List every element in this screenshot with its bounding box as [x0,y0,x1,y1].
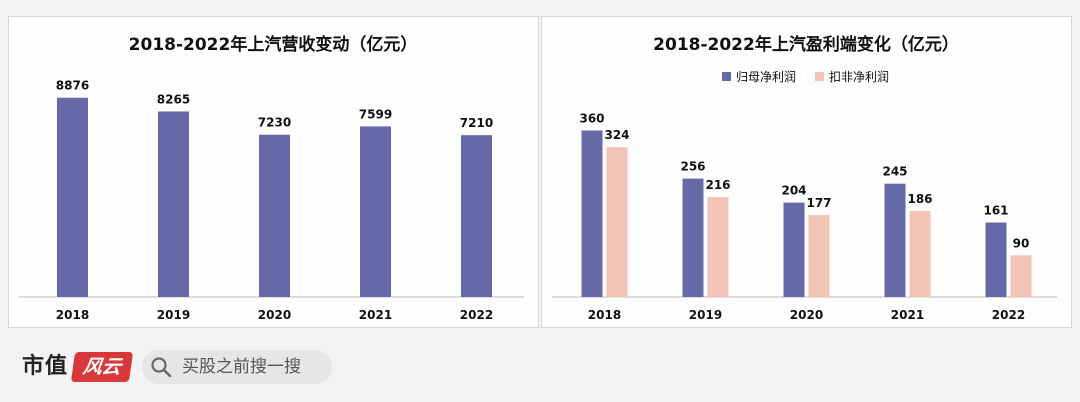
revenue-bar [360,126,391,297]
x-tick-label: 2019 [157,308,190,322]
net-profit-bar [884,183,906,297]
brand-name: 市值 [22,354,69,379]
deducted-profit-bar [707,197,729,297]
profit-chart-panel: 2018-2022年上汽盈利端变化（亿元） 归母净利润 扣非净利润 360 324 20… [541,16,1072,328]
revenue-data-label: 7230 [258,116,291,130]
search-box[interactable] [142,350,332,384]
net-profit-bar [985,222,1007,297]
net-profit-data-label: 161 [983,204,1008,218]
deducted-profit-bar [1010,255,1032,297]
revenue-bar [259,134,290,297]
brand-logo-tag: 风云 [70,352,134,382]
revenue-chart: 2018-2022年上汽营收变动（亿元） 8876 2018 8265 2019 723… [19,34,524,322]
deducted-profit-bar [808,215,830,297]
x-tick-label: 2019 [689,308,722,322]
x-tick-label: 2018 [588,308,621,322]
search-icon[interactable] [150,356,172,378]
net-profit-data-label: 256 [680,160,705,174]
x-tick-label: 2020 [790,308,823,322]
net-profit-data-label: 245 [882,165,907,179]
legend-label: 归母净利润 [736,70,796,84]
revenue-data-label: 7210 [460,116,493,130]
revenue-data-label: 8265 [157,92,190,106]
deducted-profit-data-label: 216 [705,178,730,192]
revenue-bar [158,111,189,297]
legend-swatch [815,72,824,81]
net-profit-bar [682,178,704,297]
net-profit-data-label: 204 [781,184,806,198]
revenue-chart-title: 2018-2022年上汽营收变动（亿元） [129,34,418,55]
x-tick-label: 2021 [891,308,924,322]
x-tick-label: 2020 [258,308,291,322]
x-tick-label: 2022 [460,308,493,322]
net-profit-bar [783,202,805,297]
deducted-profit-data-label: 90 [1013,236,1030,250]
revenue-data-label: 8876 [56,79,89,93]
x-tick-label: 2022 [992,308,1025,322]
revenue-data-label: 7599 [359,107,392,121]
deducted-profit-data-label: 186 [907,192,932,206]
revenue-bar [461,135,492,297]
x-tick-label: 2018 [56,308,89,322]
legend-label: 扣非净利润 [829,70,889,84]
net-profit-bar [581,130,603,297]
deducted-profit-bar [909,210,931,297]
profit-chart-title: 2018-2022年上汽盈利端变化（亿元） [653,34,959,55]
x-tick-label: 2021 [359,308,392,322]
legend-swatch [722,72,731,81]
deducted-profit-data-label: 177 [806,196,831,210]
search-prompt-text[interactable]: 买股之前搜一搜 [182,357,301,377]
deducted-profit-data-label: 324 [604,128,629,142]
revenue-bar [57,97,88,297]
revenue-chart-panel: 2018-2022年上汽营收变动（亿元） 8876 2018 8265 2019 723… [8,16,539,328]
net-profit-data-label: 360 [579,112,604,126]
deducted-profit-bar [606,147,628,297]
